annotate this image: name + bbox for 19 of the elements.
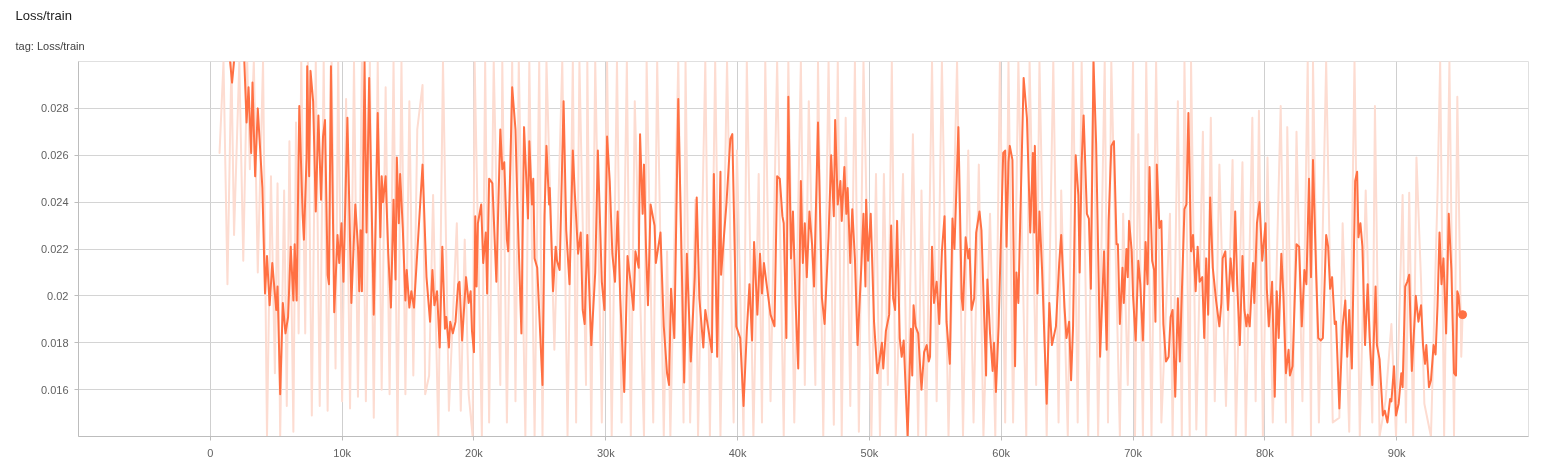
y-tick-label: 0.024 bbox=[40, 196, 69, 209]
x-tick-label: 60k bbox=[992, 446, 1011, 459]
x-tick-label: 40k bbox=[728, 446, 747, 459]
chart-subtitle: tag: Loss/train bbox=[15, 40, 85, 52]
y-tick-label: 0.018 bbox=[40, 336, 69, 349]
y-tick-label: 0.02 bbox=[47, 289, 69, 302]
x-tick-label: 80k bbox=[1256, 446, 1275, 459]
x-tick-label: 10k bbox=[333, 446, 352, 459]
x-tick-label: 90k bbox=[1387, 446, 1407, 459]
x-tick-label: 70k bbox=[1124, 446, 1143, 459]
y-tick-label: 0.022 bbox=[40, 243, 69, 255]
y-tick-label: 0.026 bbox=[40, 149, 69, 162]
y-tick-label: 0.016 bbox=[40, 383, 69, 396]
chart-title: Loss/train bbox=[15, 8, 72, 23]
x-tick-label: 30k bbox=[596, 446, 616, 459]
x-tick-label: 50k bbox=[860, 446, 879, 459]
x-tick-label: 0 bbox=[207, 446, 214, 459]
y-tick-label: 0.028 bbox=[40, 102, 69, 115]
x-tick-label: 20k bbox=[465, 446, 484, 459]
